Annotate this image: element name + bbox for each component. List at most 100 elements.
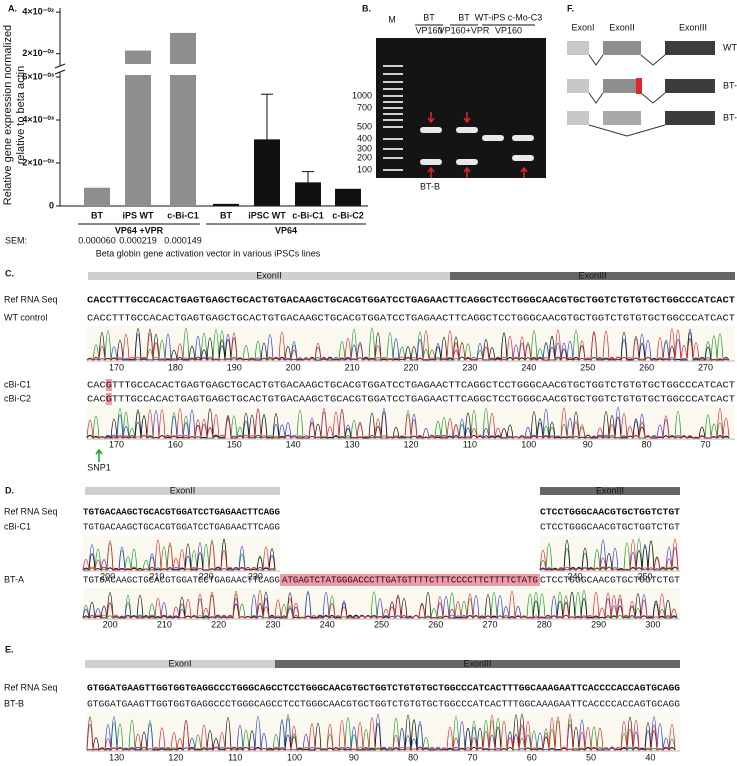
label: 160 [168, 439, 183, 449]
label: WT-iPS c-Mo-C3 [475, 12, 543, 22]
label: 2×10⁻⁰³ [22, 157, 54, 167]
label: 260 [428, 619, 443, 629]
label: BT-A [420, 102, 440, 112]
exon-bar [85, 487, 280, 495]
label: 50 [586, 752, 596, 762]
splice [588, 54, 604, 66]
exon1 [567, 41, 589, 55]
splice [640, 54, 666, 66]
ladder-band [383, 119, 403, 121]
label: 250 [637, 571, 652, 581]
exon-bar [540, 487, 680, 495]
ladder-band [383, 157, 403, 159]
label: Beta globin gene activation vector in va… [96, 248, 321, 258]
exon-bar [88, 272, 450, 280]
exon2 [603, 41, 641, 55]
label: c-Bi-C1 [167, 210, 199, 220]
sequence: CTCCTGGGCAACGTGCTGGTCTGT [540, 522, 681, 532]
ladder-band [383, 65, 403, 67]
label: SNP1 [87, 462, 111, 472]
label: 220 [199, 571, 214, 581]
sequence: GTGGATGAAGTTGGTGGTGAGGCCCTGGGCAGCCTCCTGG… [87, 699, 680, 709]
exon3 [665, 111, 715, 125]
label: 230 [265, 619, 280, 629]
label: VP160 [415, 25, 442, 35]
label: c-Bi-C1 [292, 210, 324, 220]
exon1 [567, 111, 589, 125]
trace [86, 407, 730, 440]
label: WT [723, 42, 737, 52]
label: 90 [349, 752, 359, 762]
chromatogram-bg [540, 536, 680, 572]
label: BT-B [723, 112, 737, 122]
label: BT-B [4, 698, 24, 708]
label: 250 [580, 362, 595, 372]
exon2 [603, 111, 641, 125]
label: 250 [374, 619, 389, 629]
label: VP64 [275, 225, 297, 235]
exon1 [567, 79, 589, 93]
trace [539, 538, 679, 572]
label: 6×10⁻⁰³ [22, 71, 54, 81]
snp-highlight [105, 393, 112, 405]
sequence: CACGTTTGCCACACTGAGTGAGCTGCACTGTGACAAGCTG… [87, 394, 736, 404]
label: 80 [408, 752, 418, 762]
label: 230 [462, 362, 477, 372]
label: 270 [698, 362, 713, 372]
label: WT control [4, 312, 47, 322]
label: 200 [103, 619, 118, 629]
label: 0.000219 [119, 235, 157, 245]
sequence: CTCCTGGGCAACGTGCTGGTCTGT [540, 575, 681, 585]
axis-break [54, 69, 66, 75]
label: 90 [583, 439, 593, 449]
label: BT-A [723, 80, 737, 90]
arrow-head [463, 117, 471, 124]
label: 110 [463, 439, 477, 449]
gel-band [512, 155, 534, 161]
sequence: GTGGATGAAGTTGGTGGTGAGGCCCTGGGCAGCCTCCTGG… [87, 683, 680, 693]
label: ExonIII [596, 485, 624, 495]
sequence: CACCTTTGCCACACTGAGTGAGCTGCACTGTGACAAGCTG… [87, 313, 736, 323]
ladder-band [383, 95, 403, 97]
label: 210 [157, 619, 172, 629]
label: 700 [357, 102, 372, 112]
label: 200 [357, 152, 372, 162]
label: 4×10⁻⁰² [22, 7, 54, 17]
exon3 [665, 41, 715, 55]
label: A. [8, 3, 17, 13]
insert-highlight [280, 574, 540, 586]
label: 100 [357, 164, 372, 174]
label: F. [567, 3, 574, 13]
exon-bar [85, 660, 275, 668]
label: BT [220, 210, 232, 220]
bar [84, 187, 110, 206]
label: 70 [701, 439, 711, 449]
label: 220 [211, 619, 226, 629]
label: 240 [320, 619, 335, 629]
sequence: TGTGACAAGCTGCACGTGGATCCTGAGAACTTCAGG [83, 522, 280, 532]
chromatogram-bg [87, 712, 680, 752]
gel [376, 38, 546, 178]
label: 0.000060 [78, 235, 116, 245]
label: M [388, 14, 396, 24]
ladder-band [383, 148, 403, 150]
label: D. [5, 485, 14, 495]
label: 220 [403, 362, 418, 372]
label: 280 [537, 619, 552, 629]
ladder-band [383, 81, 403, 83]
label: 300 [357, 143, 372, 153]
axis-break [54, 63, 66, 69]
trace [86, 713, 676, 752]
label: ExonI [168, 658, 191, 668]
arrow-head [427, 117, 435, 124]
label: VP160+VPR [439, 25, 490, 35]
y-axis-title: Relative gene expression normalized rela… [2, 24, 27, 206]
label: 200 [100, 571, 115, 581]
snp-highlight [105, 379, 112, 391]
trace [82, 590, 678, 620]
label: iPSC WT [248, 210, 286, 220]
gel-band [512, 135, 534, 141]
label: ExonIII [463, 658, 491, 668]
label: 190 [227, 362, 242, 372]
